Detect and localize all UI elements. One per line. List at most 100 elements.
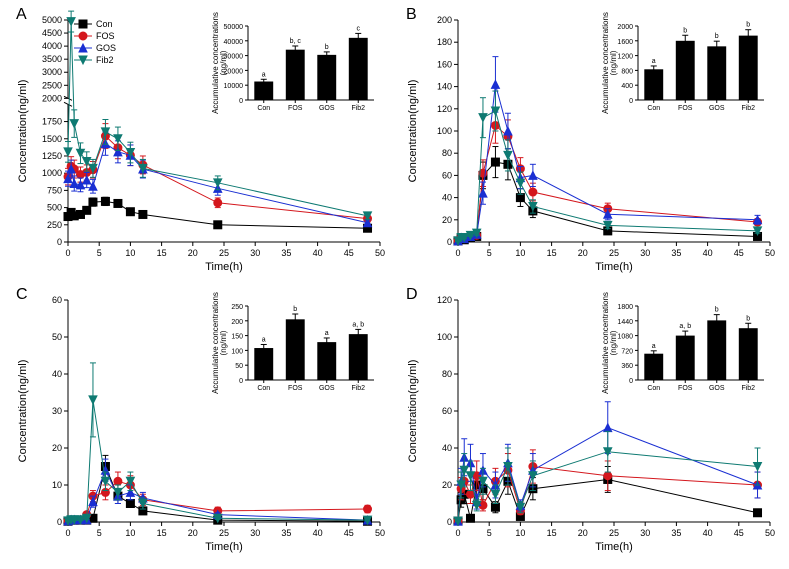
- panel-label-B: B: [406, 6, 417, 24]
- svg-text:40: 40: [442, 193, 452, 203]
- svg-text:Con: Con: [647, 385, 660, 392]
- svg-text:1250: 1250: [42, 151, 62, 161]
- svg-text:20: 20: [188, 248, 198, 258]
- svg-text:Concentration(ng/ml): Concentration(ng/ml): [407, 80, 419, 183]
- svg-text:35: 35: [281, 248, 291, 258]
- svg-text:Con: Con: [257, 385, 270, 392]
- svg-text:1750: 1750: [42, 117, 62, 127]
- panel-C: C051015202530354045500102030405060Time(h…: [10, 288, 390, 558]
- svg-text:20: 20: [442, 215, 452, 225]
- svg-text:Concentration(ng/ml): Concentration(ng/ml): [407, 360, 419, 463]
- svg-text:Fib2: Fib2: [351, 105, 365, 112]
- svg-text:50: 50: [375, 248, 385, 258]
- svg-text:180: 180: [437, 37, 452, 47]
- svg-text:Fib2: Fib2: [741, 105, 755, 112]
- svg-text:1000: 1000: [42, 168, 62, 178]
- svg-text:Time(h): Time(h): [595, 541, 632, 553]
- svg-text:GOS: GOS: [319, 105, 335, 112]
- svg-text:10: 10: [52, 480, 62, 490]
- panel-label-D: D: [406, 286, 418, 304]
- svg-text:b: b: [746, 315, 750, 322]
- svg-text:35: 35: [671, 528, 681, 538]
- svg-text:GOS: GOS: [709, 105, 725, 112]
- svg-text:3000: 3000: [42, 67, 62, 77]
- svg-text:15: 15: [547, 248, 557, 258]
- svg-text:30: 30: [250, 248, 260, 258]
- svg-text:Fib2: Fib2: [741, 385, 755, 392]
- svg-text:1600: 1600: [617, 39, 633, 46]
- svg-text:b: b: [293, 306, 297, 313]
- svg-text:750: 750: [47, 185, 62, 195]
- svg-text:0: 0: [455, 248, 460, 258]
- svg-text:50: 50: [765, 528, 775, 538]
- svg-text:FOS: FOS: [678, 105, 693, 112]
- svg-text:0: 0: [57, 237, 62, 247]
- svg-text:500: 500: [47, 203, 62, 213]
- svg-text:400: 400: [621, 83, 633, 90]
- svg-text:20: 20: [188, 528, 198, 538]
- svg-text:40: 40: [52, 369, 62, 379]
- svg-text:1080: 1080: [617, 334, 633, 341]
- svg-text:50: 50: [52, 332, 62, 342]
- svg-text:0: 0: [447, 517, 452, 527]
- svg-text:10: 10: [515, 248, 525, 258]
- svg-text:30: 30: [640, 528, 650, 538]
- svg-text:80: 80: [442, 148, 452, 158]
- svg-text:35: 35: [671, 248, 681, 258]
- svg-text:b: b: [683, 27, 687, 34]
- svg-text:0: 0: [455, 528, 460, 538]
- svg-text:0: 0: [447, 237, 452, 247]
- svg-text:Con: Con: [647, 105, 660, 112]
- svg-text:0: 0: [57, 517, 62, 527]
- svg-text:a, b: a, b: [352, 321, 364, 328]
- svg-text:50: 50: [765, 248, 775, 258]
- svg-text:0: 0: [65, 528, 70, 538]
- svg-text:a: a: [262, 336, 266, 343]
- svg-text:10: 10: [125, 248, 135, 258]
- svg-text:1440: 1440: [617, 319, 633, 326]
- svg-text:120: 120: [437, 295, 452, 305]
- svg-text:40: 40: [313, 528, 323, 538]
- svg-text:2000: 2000: [617, 24, 633, 31]
- svg-text:0: 0: [239, 378, 243, 385]
- svg-text:Con: Con: [257, 105, 270, 112]
- svg-text:a, b: a, b: [679, 323, 691, 330]
- svg-text:45: 45: [344, 248, 354, 258]
- svg-text:45: 45: [734, 248, 744, 258]
- svg-text:20: 20: [578, 528, 588, 538]
- svg-text:1500: 1500: [42, 134, 62, 144]
- svg-text:1200: 1200: [617, 54, 633, 61]
- svg-text:5: 5: [487, 528, 492, 538]
- svg-text:Time(h): Time(h): [595, 261, 632, 273]
- svg-text:50000: 50000: [224, 24, 244, 31]
- svg-text:0: 0: [65, 248, 70, 258]
- svg-text:60: 60: [442, 406, 452, 416]
- panel-D: D05101520253035404550020406080100120Time…: [400, 288, 780, 558]
- svg-text:10: 10: [515, 528, 525, 538]
- svg-text:40: 40: [313, 248, 323, 258]
- svg-text:Time(h): Time(h): [205, 261, 242, 273]
- svg-text:Fib2: Fib2: [351, 385, 365, 392]
- svg-text:60: 60: [52, 295, 62, 305]
- svg-text:a: a: [325, 330, 329, 337]
- panel-B: B051015202530354045500204060801001201401…: [400, 8, 780, 278]
- svg-text:FOS: FOS: [288, 385, 303, 392]
- svg-text:30: 30: [52, 406, 62, 416]
- svg-text:Time(h): Time(h): [205, 541, 242, 553]
- svg-text:Concentration(ng/ml): Concentration(ng/ml): [17, 80, 29, 183]
- svg-text:Concentration(ng/ml): Concentration(ng/ml): [17, 360, 29, 463]
- svg-text:2000: 2000: [42, 93, 62, 103]
- svg-text:15: 15: [157, 528, 167, 538]
- svg-text:25: 25: [219, 248, 229, 258]
- svg-text:45: 45: [734, 528, 744, 538]
- svg-text:40000: 40000: [224, 39, 244, 46]
- svg-text:GOS: GOS: [709, 385, 725, 392]
- svg-text:25: 25: [609, 248, 619, 258]
- svg-text:140: 140: [437, 82, 452, 92]
- svg-text:100: 100: [437, 126, 452, 136]
- svg-text:5000: 5000: [42, 15, 62, 25]
- svg-text:40: 40: [703, 248, 713, 258]
- svg-text:250: 250: [47, 220, 62, 230]
- svg-text:30: 30: [250, 528, 260, 538]
- svg-text:120: 120: [437, 104, 452, 114]
